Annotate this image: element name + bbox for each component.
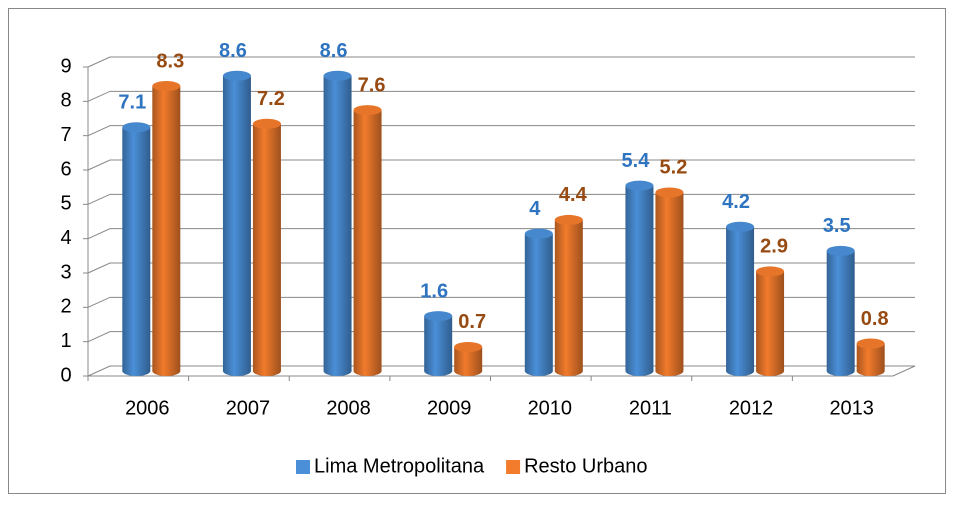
bar bbox=[826, 250, 855, 371]
x-tick-label: 2008 bbox=[326, 397, 371, 419]
x-tick-label: 2012 bbox=[729, 397, 774, 419]
value-label: 8.6 bbox=[320, 40, 348, 62]
bar bbox=[122, 127, 151, 371]
x-tick-label: 2010 bbox=[528, 397, 573, 419]
bar-cap bbox=[353, 105, 382, 116]
bar-cap bbox=[726, 221, 755, 232]
bar-cap bbox=[756, 266, 785, 277]
y-tick-label: 7 bbox=[60, 124, 71, 146]
value-label: 2.9 bbox=[760, 236, 788, 258]
x-tick-label: 2009 bbox=[427, 397, 472, 419]
legend-swatch bbox=[506, 460, 521, 474]
bar bbox=[252, 123, 281, 371]
bar bbox=[726, 226, 755, 371]
value-label: 5.2 bbox=[660, 157, 688, 179]
floor bbox=[87, 365, 916, 377]
bar bbox=[756, 271, 785, 371]
grid-line bbox=[87, 56, 915, 68]
y-tick-label: 5 bbox=[60, 193, 71, 215]
value-label: 7.6 bbox=[358, 74, 386, 96]
x-tick-label: 2011 bbox=[629, 397, 672, 419]
legend-label: Lima Metropolitana bbox=[314, 455, 485, 477]
bar-cap bbox=[152, 81, 181, 92]
bar-cap bbox=[122, 122, 151, 133]
y-tick-label: 1 bbox=[60, 330, 71, 352]
bar bbox=[524, 233, 553, 371]
bar bbox=[323, 75, 352, 371]
x-tick-label: 2013 bbox=[829, 397, 874, 419]
x-tick-label: 2006 bbox=[125, 397, 170, 419]
value-label: 4.2 bbox=[722, 191, 750, 213]
value-label: 7.2 bbox=[257, 88, 285, 110]
bar bbox=[655, 192, 684, 371]
value-label: 5.4 bbox=[622, 150, 651, 172]
bar-cap bbox=[222, 70, 251, 81]
bar bbox=[152, 86, 181, 372]
bar-cap bbox=[323, 70, 352, 81]
value-label: 1.6 bbox=[420, 280, 448, 302]
value-label: 0.8 bbox=[861, 308, 889, 330]
bar bbox=[424, 316, 453, 371]
y-tick-label: 8 bbox=[60, 90, 71, 112]
bar-cap bbox=[655, 187, 684, 198]
bar-cap bbox=[826, 245, 855, 256]
value-label: 4 bbox=[529, 198, 541, 220]
bar-cap bbox=[252, 118, 281, 129]
value-label: 0.7 bbox=[458, 311, 486, 333]
grid-line bbox=[87, 159, 915, 171]
y-tick-label: 0 bbox=[60, 364, 71, 386]
value-label: 8.6 bbox=[219, 40, 247, 62]
legend-label: Resto Urbano bbox=[524, 455, 647, 477]
bar bbox=[222, 75, 251, 371]
value-label: 8.3 bbox=[156, 50, 184, 72]
y-tick-label: 6 bbox=[60, 158, 71, 180]
bar-cap bbox=[856, 338, 885, 349]
value-label: 4.4 bbox=[559, 184, 588, 206]
bar bbox=[625, 185, 654, 371]
y-tick-label: 4 bbox=[60, 227, 71, 249]
grid-line bbox=[87, 125, 915, 137]
y-tick-label: 9 bbox=[60, 55, 71, 77]
value-label: 7.1 bbox=[118, 92, 146, 114]
bar-cap bbox=[554, 214, 583, 225]
grid-line bbox=[87, 90, 915, 102]
bar-cap bbox=[424, 311, 453, 322]
bar bbox=[554, 219, 583, 371]
bar-cap bbox=[454, 341, 483, 352]
x-tick-label: 2007 bbox=[226, 397, 271, 419]
bar bbox=[353, 110, 382, 372]
y-tick-label: 3 bbox=[60, 261, 71, 283]
bar-cap bbox=[524, 228, 553, 239]
value-label: 3.5 bbox=[823, 215, 851, 237]
y-tick-label: 2 bbox=[60, 296, 71, 318]
legend-swatch bbox=[296, 460, 310, 474]
bar-cap bbox=[625, 180, 654, 191]
